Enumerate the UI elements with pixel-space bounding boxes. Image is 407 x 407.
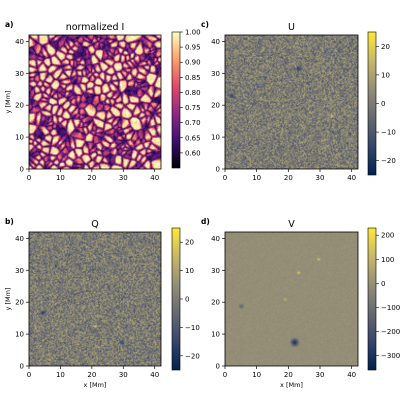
panel-label: a) [5,20,14,29]
panel-2: Uc) 0 10 20 30 40 0 10 20 30 40 −20 −10 0 10 20 [201,20,396,182]
x-tick-label: 20 [284,174,293,182]
heatmap-image [225,35,358,169]
y-tick-label: 20 [15,102,24,110]
x-axis-label: x [Mm] [84,381,107,389]
y-tick-label: 40 [15,38,24,46]
y-tick-label: 10 [211,331,220,339]
colorbar-tick-label: 0.70 [185,119,201,127]
colorbar-tick-label: 100 [381,256,394,264]
panel-label: c) [201,20,209,29]
y-tick-label: 20 [211,299,220,307]
colorbar-tick-label: −200 [381,328,400,336]
colorbar-tick-label: −300 [381,352,400,360]
x-tick-label: 10 [56,174,65,182]
colorbar [367,31,377,176]
y-axis-label: y [Mm] [4,91,12,114]
plot-frame [28,34,162,170]
y-tick-label: 30 [15,70,24,78]
colorbar-tick-label: 20 [381,43,390,51]
panel-title: normalized I [66,22,125,33]
x-tick-label: 10 [56,371,65,379]
colorbar-tick-label: 0 [381,280,385,288]
y-tick-label: 10 [211,134,220,142]
y-tick-label: 10 [15,134,24,142]
x-tick-label: 0 [27,174,31,182]
colorbar-tick-label: 0.95 [185,44,201,52]
colorbar-tick-label: 0.60 [185,149,201,157]
colorbar-tick-label: −10 [185,324,200,332]
x-tick-label: 40 [150,371,159,379]
colorbar-tick-label: 0.80 [185,89,201,97]
colorbar [171,227,181,371]
colorbar-tick-label: −20 [381,157,396,165]
colorbar-tick-label: 0.85 [185,74,201,82]
panel-1: normalized I a) 0 10 20 30 40 0 10 20 30 40 y [Mm] 0.… [4,20,201,182]
colorbar-tick-label: 200 [381,232,394,240]
y-tick-label: 30 [15,267,24,275]
y-tick-label: 0 [216,166,220,174]
x-tick-label: 10 [252,174,261,182]
x-tick-label: 30 [119,174,128,182]
x-tick-label: 20 [87,174,96,182]
x-tick-label: 0 [223,174,227,182]
y-tick-label: 40 [211,235,220,243]
x-tick-label: 40 [347,174,356,182]
colorbar-tick-label: −100 [381,304,400,312]
colorbar-tick-label: 1.00 [185,29,201,37]
y-tick-label: 40 [15,235,24,243]
x-tick-label: 30 [119,371,128,379]
colorbar [367,227,377,371]
x-tick-label: 0 [223,371,227,379]
heatmap-image [29,232,161,366]
heatmap-image [29,35,161,169]
colorbar-tick-label: 0.65 [185,134,201,142]
panel-title: V [288,219,295,230]
y-tick-label: 0 [20,166,24,174]
x-tick-label: 20 [284,371,293,379]
colorbar-tick-label: 20 [185,239,194,247]
plot-frame [224,231,359,367]
colorbar-tick-label: 0 [185,296,189,304]
y-tick-label: 0 [216,363,220,371]
colorbar-tick-label: 10 [381,71,390,79]
x-tick-label: 30 [316,371,325,379]
panel-title: U [288,22,295,33]
heatmap-image [225,232,358,366]
x-tick-label: 30 [316,174,325,182]
x-tick-label: 40 [347,371,356,379]
y-tick-label: 20 [15,299,24,307]
panel-3: Qb) 0 10 20 30 40 0 10 20 30 40 x [Mm] y [Mm] −20 −10 0… [4,217,200,389]
colorbar-tick-label: 10 [185,267,194,275]
panel-4: Vd) 0 10 20 30 40 0 10 20 30 40 x [Mm] 200 100 0 −100 −2… [201,217,400,389]
y-tick-label: 40 [211,38,220,46]
y-tick-label: 10 [15,331,24,339]
colorbar-tick-label: 0 [381,100,385,108]
colorbar-tick-label: −20 [185,352,200,360]
x-tick-label: 10 [252,371,261,379]
panel-label: d) [201,217,210,226]
colorbar-tick-label: −10 [381,129,396,137]
y-tick-label: 30 [211,267,220,275]
y-axis-label: y [Mm] [4,288,12,311]
colorbar [171,31,181,169]
x-axis-label: x [Mm] [280,381,303,389]
colorbar-tick-label: 0.90 [185,59,201,67]
x-tick-label: 20 [87,371,96,379]
colorbar-tick-label: 0.75 [185,104,201,112]
y-tick-label: 0 [20,363,24,371]
panel-label: b) [5,217,14,226]
plot-frame [224,34,359,170]
x-tick-label: 0 [27,371,31,379]
y-tick-label: 30 [211,70,220,78]
panel-title: Q [91,219,98,230]
x-tick-label: 40 [150,174,159,182]
plot-frame [28,231,162,367]
y-tick-label: 20 [211,102,220,110]
